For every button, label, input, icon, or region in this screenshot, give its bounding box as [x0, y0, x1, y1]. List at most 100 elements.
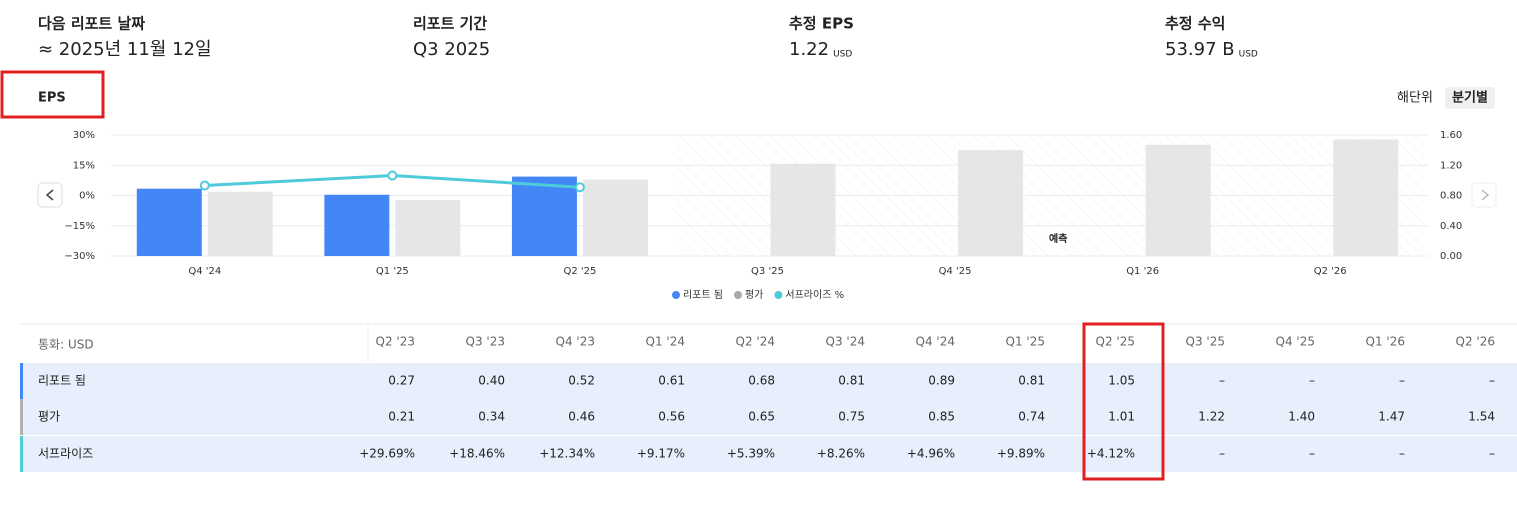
bar [958, 150, 1024, 256]
cell: 1.05 [1108, 374, 1135, 388]
line-point [387, 170, 398, 181]
cell: – [1219, 374, 1225, 388]
toggle-bg [1445, 87, 1495, 109]
column-header: Q2 '23 [376, 335, 415, 349]
x-tick-label: Q4 '25 [939, 266, 972, 277]
stat-value: 1.22 [789, 39, 829, 60]
cell: 0.85 [928, 410, 955, 424]
column-header: Q2 '25 [1096, 335, 1135, 349]
row-bg [20, 436, 1517, 472]
y-tick-label: 15% [73, 160, 95, 171]
legend-label: 평가 [745, 289, 763, 301]
row-label: 리포트 됨 [38, 374, 86, 388]
cell: +4.12% [1087, 447, 1135, 461]
row-bg [20, 399, 1517, 435]
cell: – [1219, 447, 1225, 461]
line-point [199, 180, 210, 191]
y-tick-label: 30% [73, 130, 95, 141]
stat-label: 추정 수익 [1165, 15, 1225, 33]
row-accent [20, 436, 23, 472]
currency: 통화: USD [38, 338, 94, 352]
cell: 0.89 [928, 374, 955, 388]
cell: – [1309, 447, 1315, 461]
column-header: Q4 '24 [916, 335, 955, 349]
cell: – [1309, 374, 1315, 388]
cell: 1.54 [1468, 410, 1495, 424]
cell: +9.17% [637, 447, 685, 461]
cell: +12.34% [539, 447, 595, 461]
legend-dot [672, 291, 680, 299]
cell: 1.47 [1378, 410, 1405, 424]
stat-value: Q3 2025 [413, 39, 490, 60]
stat-unit: USD [833, 50, 852, 60]
cell: 0.56 [658, 410, 685, 424]
bar [1333, 139, 1399, 256]
y-tick-label: −30% [64, 251, 95, 262]
table: 통화: USD Q2 '23 Q3 '23 Q4 '23 Q1 '24 Q2 '24 Q3 … [20, 323, 1517, 472]
cell: – [1489, 374, 1495, 388]
highlight-box [1082, 322, 1165, 481]
bar [207, 191, 273, 256]
column-header: Q1 '24 [646, 335, 685, 349]
x-tick-label: Q2 '26 [1314, 266, 1347, 277]
cell: 0.81 [1018, 374, 1045, 388]
stat-label: 리포트 기간 [413, 15, 487, 33]
cell: 0.21 [388, 410, 415, 424]
x-tick-label: Q1 '26 [1126, 266, 1159, 277]
y2-tick-label: 0.00 [1440, 251, 1462, 262]
cell: 0.68 [748, 374, 775, 388]
tab[interactable]: EPS [38, 91, 66, 106]
cell: +5.39% [727, 447, 775, 461]
column-header: Q3 '24 [826, 335, 865, 349]
cell: 0.27 [388, 374, 415, 388]
toggle[interactable]: 해단위 [1397, 91, 1433, 106]
y-tick-label: −15% [64, 221, 95, 232]
cell: 0.46 [568, 410, 595, 424]
cell: 1.22 [1198, 410, 1225, 424]
column-header: Q4 '23 [556, 335, 595, 349]
x-tick-label: Q4 '24 [188, 266, 221, 277]
cell: +8.26% [817, 447, 865, 461]
bar [324, 194, 390, 256]
cell: 0.52 [568, 374, 595, 388]
cell: 0.61 [658, 374, 685, 388]
bar [1145, 144, 1211, 256]
y-tick-label: 0% [79, 191, 95, 202]
cell: 0.65 [748, 410, 775, 424]
cell: +9.89% [997, 447, 1045, 461]
cell: – [1489, 447, 1495, 461]
column-header: Q1 '26 [1366, 335, 1405, 349]
x-tick-label: Q1 '25 [376, 266, 409, 277]
bar [582, 179, 648, 256]
annotation: 예측 [1049, 232, 1067, 245]
cell: 1.40 [1288, 410, 1315, 424]
stat-value: 53.97 B [1165, 39, 1235, 60]
annotation-bg [1041, 230, 1076, 248]
cell: – [1399, 374, 1405, 388]
y2-tick-label: 0.40 [1440, 221, 1462, 232]
column-header: Q2 '24 [736, 335, 775, 349]
stat-unit: USD [1239, 50, 1258, 60]
cell: 0.34 [478, 410, 505, 424]
bar [395, 200, 461, 256]
cell: +29.69% [359, 447, 415, 461]
column-header: Q3 '23 [466, 335, 505, 349]
line-point [574, 182, 585, 193]
legend-label: 서프라이즈 % [785, 289, 844, 301]
cell: – [1399, 447, 1405, 461]
cell: 0.40 [478, 374, 505, 388]
header: 다음 리포트 날짜 ≈ 2025년 11월 12일 리포트 기간 Q3 2025 추정 … [38, 15, 1258, 61]
toggle[interactable]: 분기별 [1452, 90, 1488, 106]
stat-label: 추정 EPS [789, 15, 854, 33]
row-accent [20, 399, 23, 435]
legend-label: 리포트 됨 [683, 289, 723, 301]
bar [511, 176, 577, 256]
chart: 예측 30% 15% 0% −15% −30% 1.60 1.20 0.80 0.40 0.00 Q4… [64, 130, 1462, 301]
bar [136, 188, 202, 256]
nav-next[interactable] [1471, 182, 1497, 208]
legend-dot [733, 291, 742, 299]
nav-prev[interactable] [37, 182, 63, 208]
row-label: 서프라이즈 [38, 447, 93, 461]
y2-tick-label: 0.80 [1440, 191, 1462, 202]
